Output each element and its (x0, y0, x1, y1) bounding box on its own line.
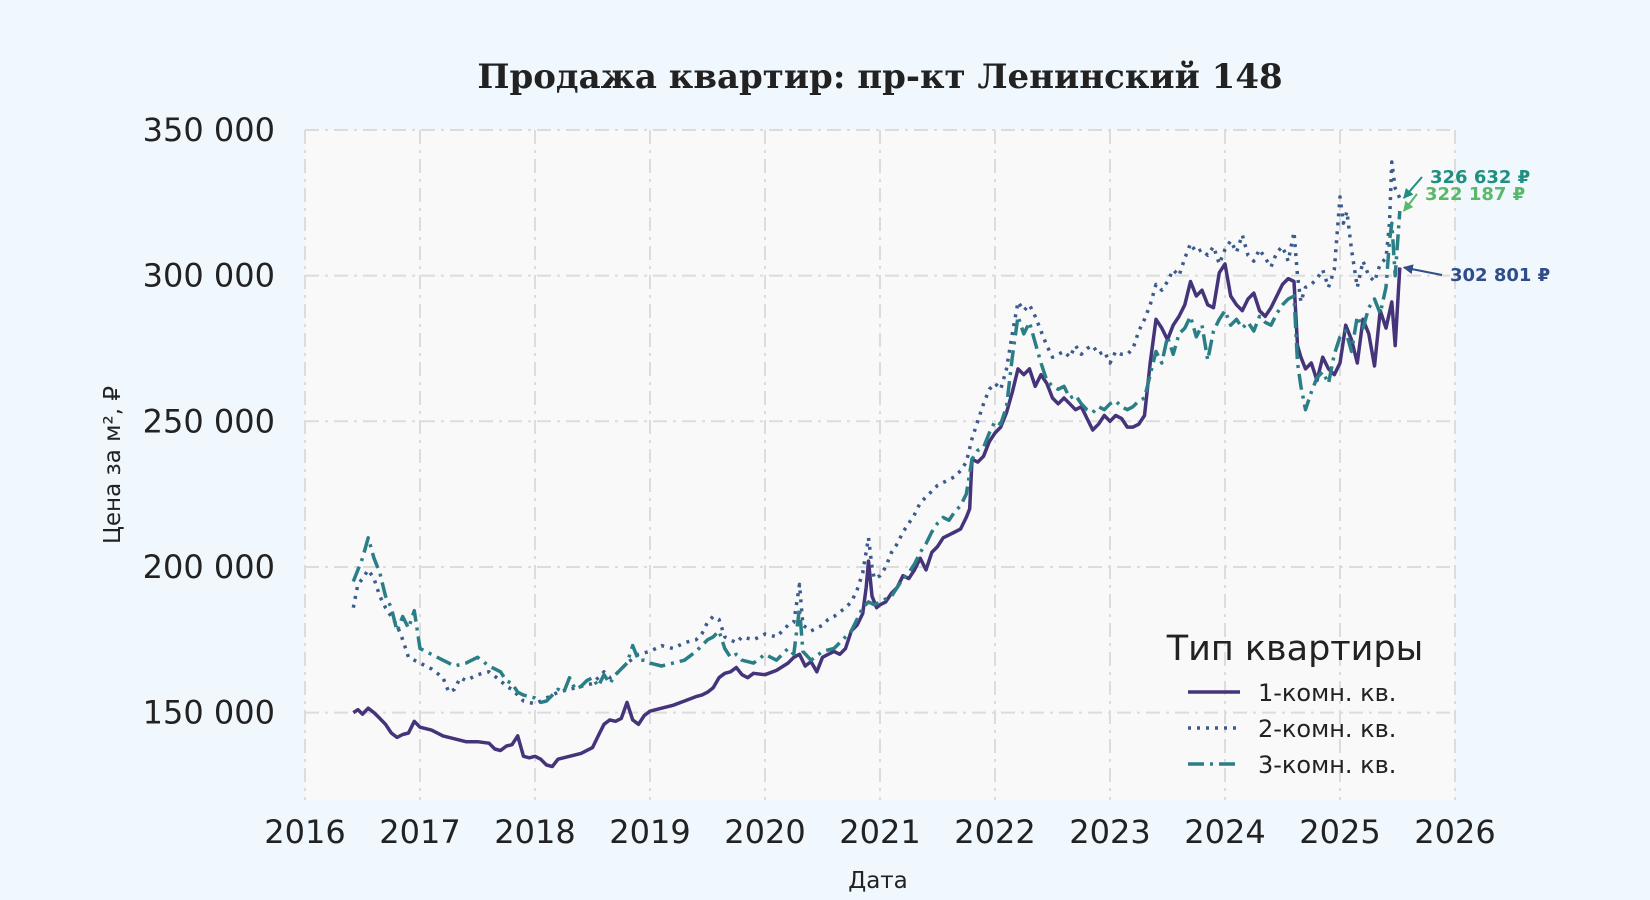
y-tick-label: 200 000 (143, 548, 275, 586)
legend-item-label: 3-комн. кв. (1258, 751, 1396, 779)
end-value-arrow (1403, 193, 1418, 212)
chart-title: Продажа квартир: пр-кт Ленинский 148 (477, 57, 1282, 97)
y-axis-label: Цена за м², ₽ (100, 386, 126, 544)
end-value-label: 322 187 ₽ (1425, 184, 1525, 205)
legend-title: Тип квартиры (1166, 629, 1424, 669)
y-tick-label: 350 000 (143, 111, 275, 149)
y-tick-label: 150 000 (143, 694, 275, 732)
x-tick-label: 2018 (494, 813, 575, 851)
x-tick-label: 2026 (1414, 813, 1495, 851)
grid (304, 129, 1456, 800)
end-value-annotations: 302 801 ₽ 326 632 ₽322 187 ₽ (1402, 167, 1550, 286)
x-tick-label: 2020 (724, 813, 805, 851)
x-axis-label: Дата (848, 868, 908, 894)
series-line (352, 262, 1402, 769)
end-value-label: 326 632 ₽ (1430, 167, 1530, 188)
y-tick-label: 250 000 (143, 402, 275, 440)
end-value-arrow (1403, 176, 1423, 199)
x-tick-label: 2016 (264, 813, 345, 851)
legend-item-label: 1-комн. кв. (1258, 679, 1396, 707)
x-tick-label: 2023 (1069, 813, 1150, 851)
axis-ticks: 2016 2017 2018 2019 2020 2021 2022 2023 2024 2025… (143, 111, 1496, 851)
x-tick-label: 2019 (609, 813, 690, 851)
x-tick-label: 2024 (1184, 813, 1265, 851)
series-line (351, 160, 1402, 706)
end-value-arrow (1402, 264, 1443, 276)
series-lines (351, 160, 1402, 769)
x-tick-label: 2021 (839, 813, 920, 851)
y-tick-label: 300 000 (143, 257, 275, 295)
x-tick-label: 2022 (954, 813, 1035, 851)
x-tick-label: 2025 (1299, 813, 1380, 851)
end-value-label: 302 801 ₽ (1450, 265, 1550, 286)
legend-item-label: 2-комн. кв. (1258, 715, 1396, 743)
x-tick-label: 2017 (379, 813, 460, 851)
legend: Тип квартиры 1-комн. кв. 2-комн. кв. 3-ком… (1166, 629, 1424, 779)
